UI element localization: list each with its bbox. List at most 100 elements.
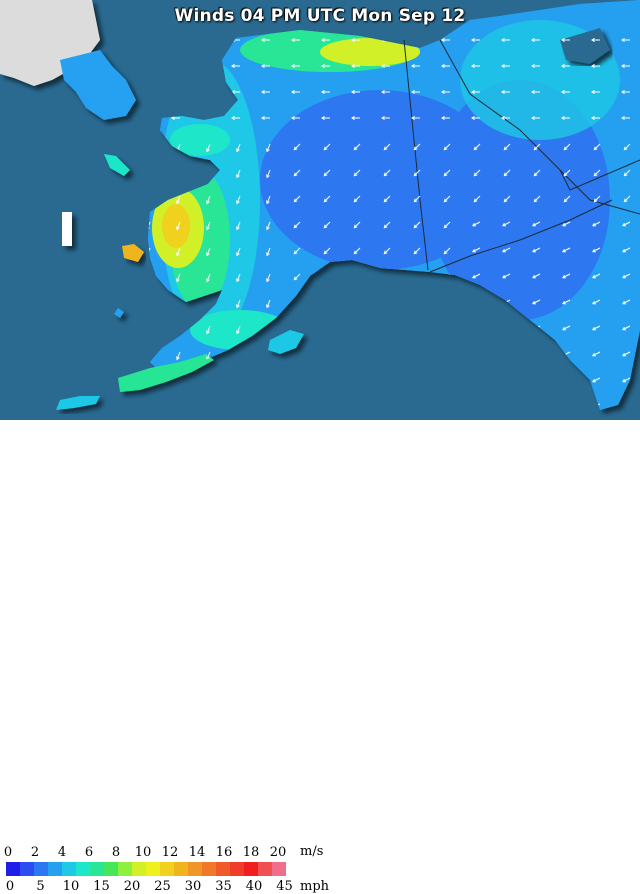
- wind-arrow-head: [501, 116, 505, 120]
- wind-arrow: [176, 273, 181, 282]
- wind-arrow: [266, 143, 271, 152]
- wind-arrow-head: [321, 64, 325, 68]
- wind-arrow-head: [591, 90, 595, 94]
- wind-arrow: [622, 247, 631, 253]
- wind-arrow-head: [592, 248, 596, 253]
- wind-arrow-head: [381, 116, 385, 120]
- legend-mph-tick: 30: [184, 879, 202, 894]
- wind-arrow-head: [622, 326, 626, 331]
- wind-arrow-head: [206, 200, 210, 205]
- wind-arrow-head: [503, 146, 508, 151]
- wind-arrow-head: [502, 274, 506, 279]
- wind-arrow: [323, 195, 331, 203]
- legend-ms-tick: 4: [57, 845, 67, 860]
- wind-arrow-head: [443, 146, 448, 151]
- wind-map: [0, 0, 640, 420]
- wind-arrow: [293, 247, 301, 255]
- wind-arrow-head: [321, 90, 325, 94]
- wind-arrow: [623, 169, 631, 177]
- legend-swatch: [20, 862, 34, 876]
- wind-arrow: [323, 169, 331, 177]
- wind-arrow: [562, 299, 571, 305]
- wind-arrow-head: [266, 148, 270, 153]
- wind-arrow-head: [323, 250, 328, 255]
- wind-arrow: [413, 247, 421, 255]
- wind-arrow-head: [383, 224, 388, 229]
- wind-arrow: [533, 169, 541, 177]
- wind-arrow-head: [472, 274, 476, 279]
- wind-arrow: [293, 143, 301, 151]
- wind-arrow: [562, 221, 571, 227]
- aleutian-islands: [56, 330, 304, 410]
- wind-arrow: [413, 221, 421, 229]
- legend-ms-tick: 0: [3, 845, 13, 860]
- wind-arrow-head: [471, 64, 475, 68]
- wind-arrow-head: [532, 248, 536, 253]
- wind-arrow: [562, 325, 571, 331]
- wind-arrow-head: [206, 278, 210, 283]
- wind-arrow: [622, 377, 631, 383]
- wind-arrow: [236, 221, 241, 230]
- wind-arrow-head: [562, 248, 566, 253]
- legend-swatch: [216, 862, 230, 876]
- legend-swatch: [76, 862, 90, 876]
- wind-arrow-head: [561, 90, 565, 94]
- wind-arrow: [532, 299, 541, 305]
- wind-arrow: [443, 221, 451, 229]
- wind-arrow-head: [236, 174, 240, 179]
- wind-arrow-head: [351, 116, 355, 120]
- wind-arrow: [593, 195, 601, 203]
- wind-arrow-head: [592, 378, 596, 383]
- wind-arrow-head: [563, 198, 568, 203]
- wind-arrow-head: [621, 116, 625, 120]
- legend-mph-tick: 15: [93, 879, 110, 894]
- legend-mph-unit: mph: [300, 879, 330, 894]
- wind-arrow-head: [533, 198, 538, 203]
- legend-swatch: [132, 862, 146, 876]
- wind-arrow-head: [413, 198, 418, 203]
- wind-arrow-head: [563, 146, 568, 151]
- wind-arrow-head: [236, 330, 240, 335]
- wind-arrow: [443, 247, 451, 255]
- bering-islands: [104, 154, 144, 318]
- wind-arrow-head: [411, 116, 415, 120]
- legend-ms-tick: 2: [30, 845, 40, 860]
- wind-arrow-head: [291, 90, 295, 94]
- wind-arrow-head: [381, 64, 385, 68]
- borders: [403, 39, 640, 273]
- wind-arrow-head: [561, 116, 565, 120]
- wind-arrow-head: [383, 250, 388, 255]
- wind-arrow: [266, 299, 271, 308]
- wind-arrow-head: [321, 116, 325, 120]
- wind-arrow-head: [502, 248, 506, 253]
- wind-arrow: [443, 195, 451, 203]
- wind-arrow: [503, 143, 511, 151]
- wind-arrow: [413, 195, 421, 203]
- wind-arrow-head: [266, 304, 270, 309]
- wind-arrow: [592, 325, 601, 331]
- wind-arrow-head: [562, 300, 566, 305]
- wind-arrow-head: [236, 200, 240, 205]
- wind-arrow: [236, 143, 241, 152]
- wind-arrow-head: [381, 90, 385, 94]
- wind-arrow: [472, 221, 481, 227]
- wind-arrow-head: [353, 224, 358, 229]
- legend-swatch: [118, 862, 132, 876]
- wind-arrow-head: [231, 116, 235, 120]
- wind-arrow-head: [261, 90, 265, 94]
- wind-arrow: [323, 221, 331, 229]
- wind-arrow: [383, 195, 391, 203]
- wind-arrow: [266, 247, 271, 256]
- wind-arrow-head: [622, 300, 626, 305]
- wind-arrow-head: [321, 38, 325, 42]
- legend-ms-tick: 18: [242, 845, 260, 860]
- wind-arrow-head: [623, 198, 628, 203]
- wind-arrow-head: [533, 146, 538, 151]
- wind-arrow-head: [291, 116, 295, 120]
- wind-arrow-head: [622, 222, 626, 227]
- wind-arrow-head: [176, 200, 180, 205]
- wind-arrow: [236, 195, 241, 204]
- wind-arrow-head: [176, 252, 180, 257]
- legend-swatch: [146, 862, 160, 876]
- wind-arrow-head: [591, 38, 595, 42]
